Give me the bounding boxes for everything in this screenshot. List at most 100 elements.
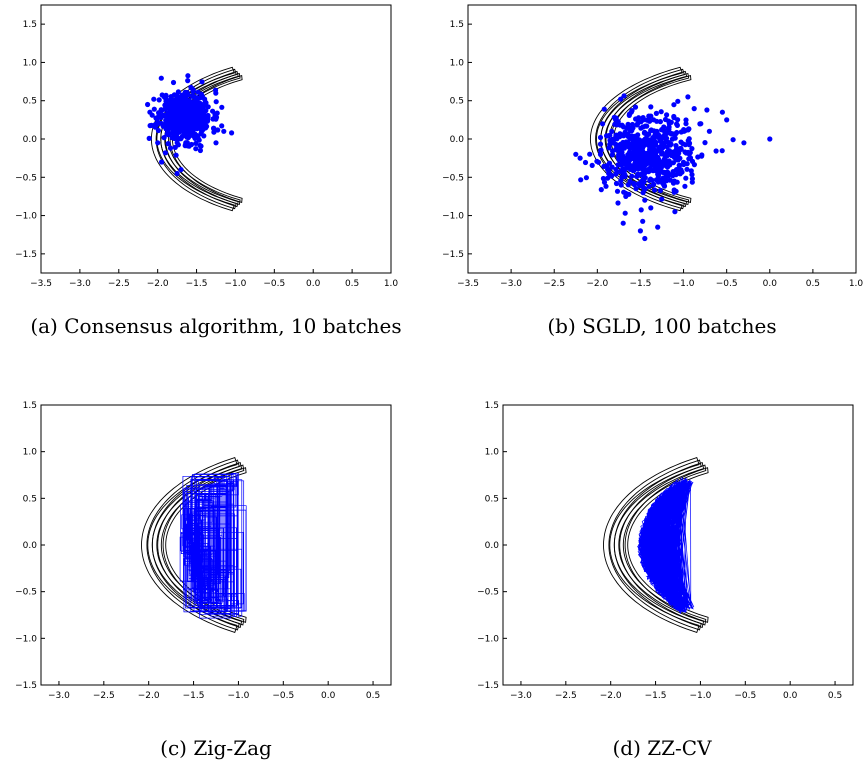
scatter-point xyxy=(145,101,151,108)
scatter-point xyxy=(677,171,683,177)
scatter-point xyxy=(201,118,207,125)
x-tick-label: −1.5 xyxy=(183,691,205,701)
scatter-point xyxy=(573,151,579,157)
scatter-point xyxy=(654,155,660,161)
scatter-point xyxy=(634,150,640,156)
scatter-point xyxy=(685,94,691,100)
scatter-point xyxy=(589,162,595,168)
x-tick-label: 1.0 xyxy=(849,279,864,289)
panel-a: −3.5 −3.0 −2.5 −2.0 −1.5 −1.0 −0.5 0.0 0.5 1.0 1.… xyxy=(15,4,402,338)
scatter-point xyxy=(609,152,615,158)
scatter-point xyxy=(162,106,168,112)
scatter-point xyxy=(185,92,192,98)
scatter-point xyxy=(604,133,610,139)
scatter-point xyxy=(638,207,644,213)
x-tick-label: −1.5 xyxy=(186,279,208,289)
scatter-point xyxy=(577,155,583,161)
contour-line xyxy=(613,462,705,628)
scatter-point xyxy=(635,166,641,172)
scatter-point xyxy=(211,129,217,135)
trajectory xyxy=(179,472,247,619)
y-tick-label: 1.0 xyxy=(23,448,38,458)
scatter-point xyxy=(632,144,639,150)
scatter-point xyxy=(672,135,678,141)
scatter-point xyxy=(213,90,219,96)
scatter-point xyxy=(648,104,654,110)
x-tick-label: −1.5 xyxy=(645,691,667,701)
contour-line xyxy=(603,457,700,633)
scatter-point xyxy=(155,140,161,146)
scatter-point xyxy=(185,106,191,112)
scatter-point xyxy=(175,89,181,95)
scatter-point xyxy=(651,148,657,154)
scatter-point xyxy=(657,119,664,125)
contour-line xyxy=(624,467,709,623)
scatter-point xyxy=(625,163,631,169)
y-tick-label: 0.0 xyxy=(23,135,38,145)
scatter-point xyxy=(625,121,631,127)
scatter-point xyxy=(649,177,655,183)
scatter-point xyxy=(210,108,216,114)
x-tick-label: −2.0 xyxy=(147,279,169,289)
scatter-point xyxy=(648,205,654,211)
x-tick-label: −3.0 xyxy=(500,279,522,289)
scatter-point xyxy=(615,162,621,168)
scatter-point xyxy=(678,139,684,145)
panel-b: −3.5 −3.0 −2.5 −2.0 −1.5 −1.0 −0.5 0.0 0.5 1.0 1.… xyxy=(442,4,864,338)
scatter-point xyxy=(677,166,683,172)
scatter-point xyxy=(659,126,665,133)
scatter-point xyxy=(613,132,619,138)
scatter-point xyxy=(618,178,624,184)
y-tick-label: −1.5 xyxy=(442,250,464,260)
scatter-point xyxy=(615,200,621,206)
scatter-point xyxy=(618,96,624,102)
y-tick-label: 1.5 xyxy=(450,20,464,30)
scatter-point xyxy=(621,93,627,99)
scatter-point xyxy=(633,186,639,192)
x-tick-label: 0.5 xyxy=(345,279,359,289)
scatter-point xyxy=(597,141,604,147)
scatter-point xyxy=(642,235,648,242)
scatter-point xyxy=(601,163,607,169)
scatter-point xyxy=(667,177,673,183)
x-tick-label: 0.5 xyxy=(366,691,380,701)
scatter-point xyxy=(702,140,708,146)
scatter-point xyxy=(600,175,607,182)
scatter-point xyxy=(650,156,656,162)
y-tick-label: 0.5 xyxy=(450,97,464,107)
scatter-point xyxy=(719,148,725,154)
scatter-point xyxy=(603,183,609,189)
x-tick-label: −1.0 xyxy=(228,691,250,701)
scatter-point xyxy=(659,196,665,202)
scatter-point xyxy=(645,167,651,173)
x-tick-label: −2.5 xyxy=(108,279,130,289)
scatter-point xyxy=(657,187,664,194)
x-tick-label: −2.0 xyxy=(138,691,160,701)
scatter-point xyxy=(687,155,694,161)
scatter-point xyxy=(662,116,669,123)
y-tick-label: −1.0 xyxy=(15,634,37,644)
y-axis: 1.5 1.0 0.5 0.0 −0.5 −1.0 −1.5 xyxy=(15,20,45,260)
scatter-point xyxy=(698,121,704,127)
scatter-point xyxy=(199,112,205,118)
scatter-point xyxy=(647,118,653,124)
scatter-point xyxy=(673,143,679,149)
x-tick-label: −2.5 xyxy=(555,691,577,701)
x-axis: −3.0 −2.5 −2.0 −1.5 −1.0 −0.5 0.0 0.5 xyxy=(48,681,380,701)
scatter-point xyxy=(199,79,205,85)
scatter-point xyxy=(213,116,219,122)
scatter-point xyxy=(620,139,626,146)
x-tick-label: −2.5 xyxy=(543,279,565,289)
scatter-point xyxy=(164,131,170,137)
scatter-point xyxy=(642,197,648,203)
scatter-point xyxy=(713,148,719,154)
x-axis: −3.5 −3.0 −2.5 −2.0 −1.5 −1.0 −0.5 0.0 0.5 1.0 xyxy=(30,269,398,289)
scatter-point xyxy=(639,178,645,184)
scatter-point xyxy=(660,143,666,149)
scatter-point xyxy=(173,152,179,158)
scatter-point xyxy=(655,173,662,179)
scatter-point xyxy=(213,140,219,146)
scatter-point xyxy=(634,122,640,128)
scatter-point xyxy=(672,209,678,215)
scatter-point xyxy=(621,171,627,177)
